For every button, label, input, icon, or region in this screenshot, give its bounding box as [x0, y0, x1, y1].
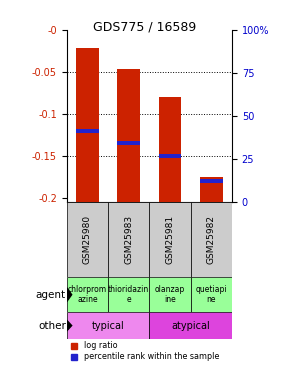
Bar — [191, 277, 232, 312]
Bar — [67, 277, 108, 312]
Bar — [117, 141, 140, 146]
Polygon shape — [67, 288, 72, 302]
Text: atypical: atypical — [171, 321, 210, 331]
Text: GSM25980: GSM25980 — [83, 215, 92, 264]
Bar — [149, 277, 191, 312]
Bar — [200, 179, 223, 183]
Text: GSM25981: GSM25981 — [166, 215, 175, 264]
Bar — [149, 312, 232, 339]
Text: typical: typical — [92, 321, 124, 331]
Text: GSM25983: GSM25983 — [124, 215, 133, 264]
Bar — [108, 277, 149, 312]
Bar — [200, 177, 223, 202]
Bar — [67, 202, 108, 277]
Bar — [149, 202, 191, 277]
Text: GSM25982: GSM25982 — [207, 215, 216, 264]
Polygon shape — [67, 320, 72, 331]
Text: GDS775 / 16589: GDS775 / 16589 — [93, 21, 197, 34]
Text: agent: agent — [36, 290, 66, 300]
Text: thioridazin
e: thioridazin e — [108, 285, 149, 304]
Text: other: other — [38, 321, 66, 331]
Bar — [76, 129, 99, 133]
Bar — [76, 48, 99, 202]
Bar — [67, 312, 149, 339]
Bar — [159, 97, 181, 202]
Bar — [108, 202, 149, 277]
Text: chlorprom
azine: chlorprom azine — [68, 285, 107, 304]
Legend: log ratio, percentile rank within the sample: log ratio, percentile rank within the sa… — [71, 341, 219, 362]
Bar — [191, 202, 232, 277]
Bar — [159, 154, 181, 158]
Text: quetiapi
ne: quetiapi ne — [195, 285, 227, 304]
Text: olanzap
ine: olanzap ine — [155, 285, 185, 304]
Bar — [117, 69, 140, 202]
